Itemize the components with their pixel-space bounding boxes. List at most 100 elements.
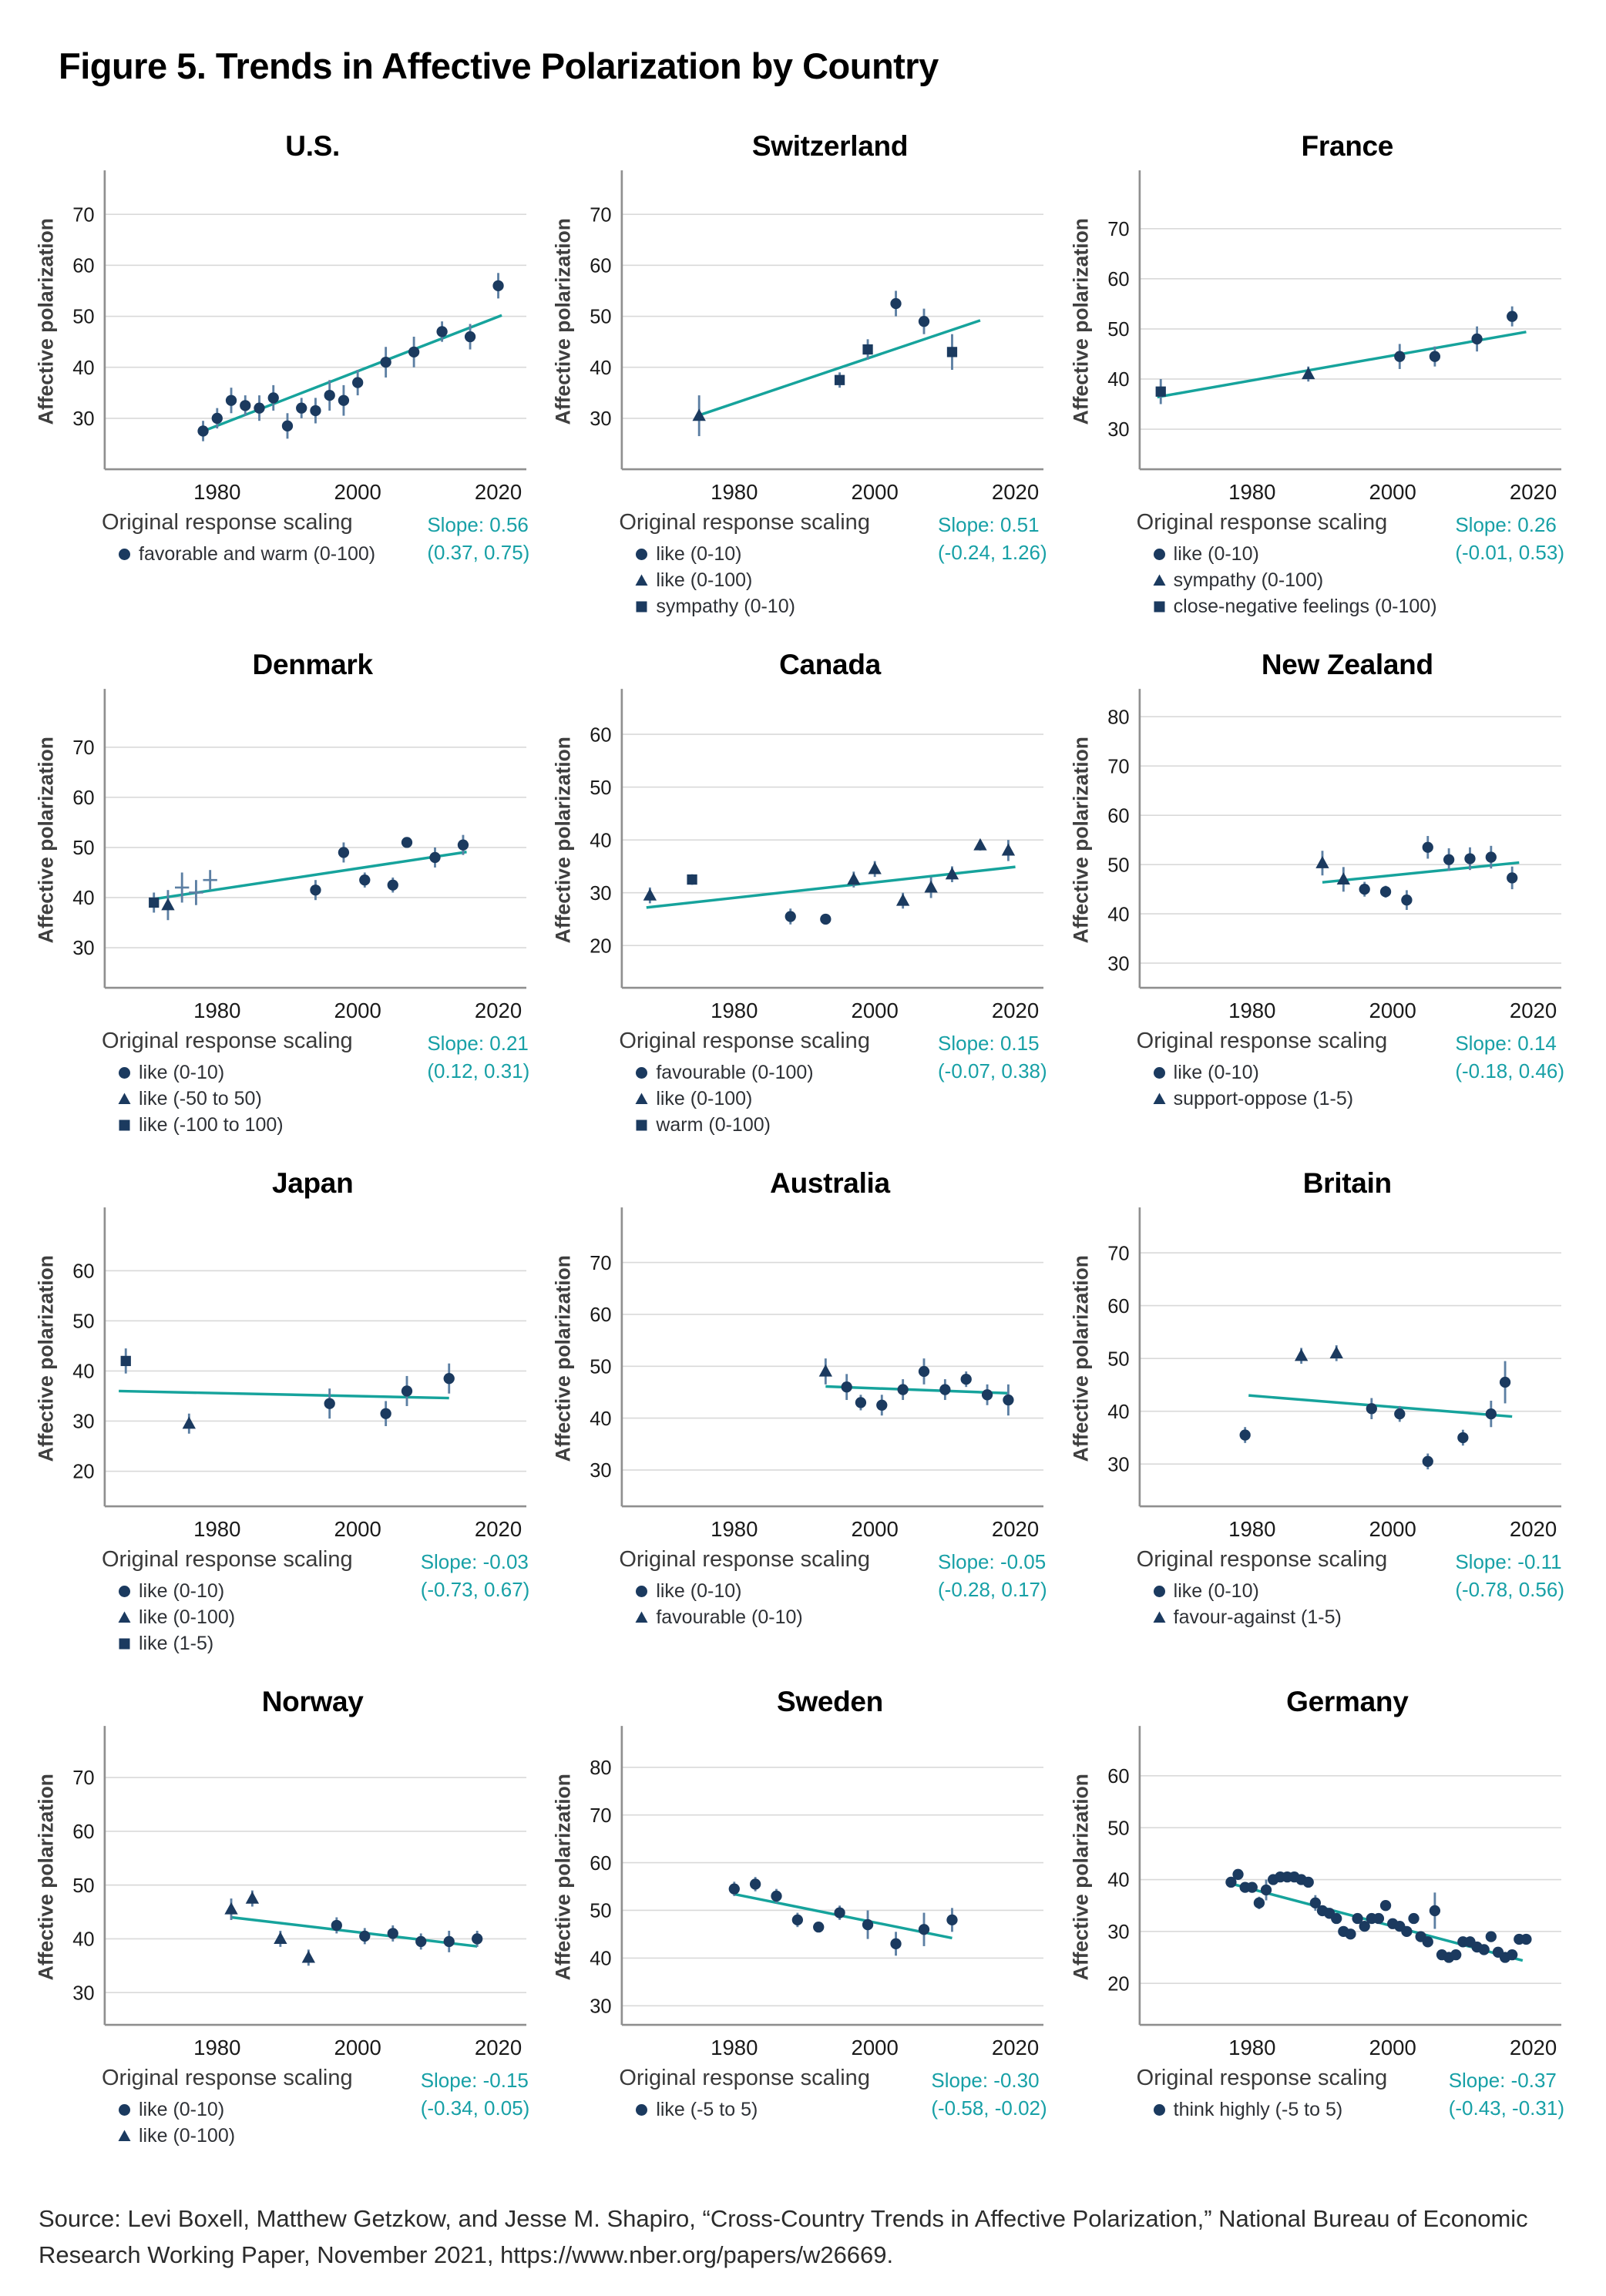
data-point-circle	[464, 331, 476, 343]
y-tick-label: 70	[590, 1805, 612, 1827]
data-point-circle	[429, 851, 441, 864]
country-chart-0: U.S. 30 40 50 60 70 1980 2000 2020 Affective pol…	[34, 110, 537, 618]
trend-line	[1248, 1394, 1512, 1418]
data-point-circle	[1506, 310, 1517, 322]
slope-ci: (-0.34, 0.05)	[420, 2096, 530, 2120]
legend-item: like (-100 to 100)	[117, 1114, 353, 1136]
chart-title: Switzerland	[751, 130, 909, 162]
chart-plot: 30 40 50 60 70 80 1980 2000 2020 Affective polari…	[552, 1726, 1044, 2059]
y-axis-title: Affective polarization	[35, 218, 58, 425]
data-point-circle	[281, 420, 294, 431]
square-marker-icon	[636, 601, 647, 613]
legend-title: Original response scaling	[619, 2066, 870, 2091]
data-point-triangle	[818, 1365, 833, 1377]
data-point-circle	[876, 1399, 888, 1412]
x-tick-label: 1980	[1228, 480, 1275, 504]
circle-marker-icon	[636, 1586, 648, 1598]
triangle-marker-icon	[1153, 574, 1166, 586]
data-point-circle	[1443, 854, 1454, 866]
x-tick-label: 2000	[334, 480, 381, 504]
x-tick-label: 2000	[852, 999, 899, 1022]
circle-marker-icon	[636, 549, 648, 561]
data-point-triangle	[301, 1950, 316, 1963]
data-point-circle	[387, 879, 398, 891]
y-tick-label: 50	[1107, 854, 1129, 876]
y-axis-title: Affective polarization	[35, 1255, 58, 1462]
square-marker-icon	[119, 1119, 130, 1131]
data-point-circle	[982, 1389, 993, 1401]
triangle-marker-icon	[118, 1093, 131, 1105]
circle-marker-icon	[119, 549, 130, 561]
y-tick-label: 50	[590, 1901, 612, 1922]
country-chart-1: Switzerland 30 40 50 60 70 1980 2000 2020 Affect…	[551, 110, 1054, 618]
legend-items: like (-5 to 5)	[634, 2099, 870, 2121]
slope-ci: (-0.07, 0.38)	[938, 1059, 1047, 1083]
x-tick-label: 2020	[475, 480, 522, 504]
x-tick-label: 2000	[1369, 999, 1416, 1022]
legend-items: think highly (-5 to 5)	[1152, 2099, 1388, 2121]
chart-footer: Original response scaling like (-5 to 5)…	[619, 2066, 1050, 2157]
country-chart-7: Australia 30 40 50 60 70 1980 2000 2020 Affectiv…	[551, 1147, 1054, 1655]
data-point-circle	[310, 404, 321, 417]
legend-item-label: support-oppose (1-5)	[1173, 1088, 1354, 1110]
data-point-triangle	[245, 1892, 260, 1905]
data-point-circle	[380, 1408, 391, 1420]
slope-ci: (-0.18, 0.46)	[1455, 1059, 1564, 1083]
legend-title: Original response scaling	[1136, 1547, 1388, 1573]
legend-item: like (0-100)	[117, 1606, 353, 1629]
data-point-circle	[792, 1915, 804, 1926]
circle-marker-icon	[119, 1586, 130, 1598]
y-tick-label: 70	[590, 204, 612, 226]
y-tick-label: 30	[72, 1983, 94, 2005]
data-point-circle	[890, 1939, 902, 1950]
chart-plot: 20 30 40 50 60 1980 2000 2020 Affective polariza…	[1069, 1726, 1561, 2059]
legend: Original response scaling favorable and …	[102, 510, 375, 566]
data-point-triangle	[924, 880, 939, 893]
y-axis-title: Affective polarization	[1069, 218, 1092, 425]
legend-item-label: like (0-10)	[656, 543, 742, 566]
y-axis-title: Affective polarization	[552, 737, 575, 943]
data-point-circle	[919, 1366, 930, 1378]
y-tick-label: 80	[590, 1757, 612, 1779]
legend: Original response scaling like (0-10) fav…	[619, 1547, 870, 1629]
data-point-circle	[897, 1384, 909, 1395]
chart-plot: 30 40 50 60 70 1980 2000 2020 Affective polariza…	[552, 1207, 1044, 1541]
slope-ci: (-0.24, 1.26)	[938, 540, 1047, 564]
country-chart-9: Norway 30 40 50 60 70 1980 2000 2020 Affective p…	[34, 1666, 537, 2157]
slope-annotation: Slope: -0.37 (-0.43, -0.31)	[1438, 2066, 1567, 2123]
legend-items: like (0-10) like (-50 to 50) like (-100 to…	[117, 1062, 353, 1136]
square-marker-icon	[119, 1638, 130, 1650]
y-tick-label: 40	[590, 1408, 612, 1430]
y-tick-label: 60	[590, 1304, 612, 1326]
slope-value: Slope: 0.56	[427, 513, 529, 537]
data-point-circle	[1302, 1877, 1314, 1888]
slope-annotation: Slope: -0.11 (-0.78, 0.56)	[1444, 1547, 1567, 1604]
y-tick-label: 70	[1107, 1243, 1129, 1264]
data-point-triangle	[1301, 367, 1315, 380]
legend-item: like (0-10)	[1152, 1580, 1388, 1603]
legend-item-label: like (0-10)	[1173, 543, 1259, 566]
data-point-circle	[1400, 1926, 1413, 1938]
triangle-marker-icon	[635, 1611, 648, 1623]
y-tick-label: 40	[590, 357, 612, 379]
y-tick-label: 30	[72, 408, 94, 430]
trend-line	[825, 1385, 1009, 1395]
data-point-triangle	[946, 867, 959, 880]
y-tick-label: 30	[72, 938, 94, 959]
chart-footer: Original response scaling like (0-10) lik…	[102, 2066, 533, 2157]
country-chart-8: Britain 30 40 50 60 70 1980 2000 2020 Affective …	[1069, 1147, 1572, 1655]
data-point-circle	[1379, 886, 1391, 898]
data-point-triangle	[224, 1902, 238, 1915]
data-point-triangle	[973, 838, 987, 851]
data-point-circle	[1352, 1913, 1363, 1925]
data-point-circle	[310, 884, 321, 896]
y-tick-label: 40	[72, 1929, 94, 1951]
country-chart-4: Canada 20 30 40 50 60 1980 2000 2020 Affective p…	[551, 629, 1054, 1136]
y-tick-label: 50	[590, 1357, 612, 1378]
y-axis-title: Affective polarization	[552, 218, 575, 425]
data-point-triangle	[643, 888, 657, 901]
data-point-circle	[1330, 1913, 1342, 1925]
circle-marker-icon	[1153, 2104, 1165, 2116]
data-point-circle	[771, 1891, 782, 1902]
